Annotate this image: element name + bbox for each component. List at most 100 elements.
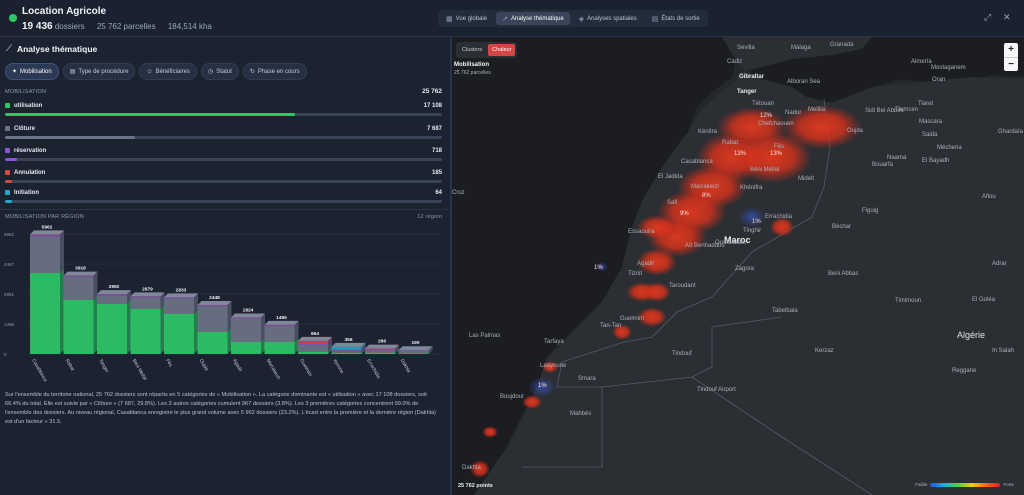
refresh-icon: ↻	[249, 69, 255, 75]
app-title: Location Agricole	[22, 6, 107, 17]
heat-toggle[interactable]: Chaleur	[488, 44, 516, 56]
place-label: Tiaret	[918, 101, 934, 107]
place-label: Cádiz	[727, 59, 743, 65]
place-label: Tinghir	[743, 228, 762, 234]
place-label: Naama	[887, 155, 907, 161]
divider	[0, 209, 450, 210]
header-stats: 19 436 dossiers 25 762 parcelles 184,514…	[22, 21, 212, 32]
bar-side	[60, 269, 64, 354]
pill-label: Bénéficiaires	[155, 68, 190, 75]
pill-label: Statut	[216, 68, 232, 75]
resize-handle[interactable]	[450, 37, 452, 495]
status-dot	[9, 14, 17, 22]
bar-side	[328, 338, 332, 345]
top-bar: Location Agricole 19 436 dossiers 25 762…	[0, 0, 1024, 37]
bar-segment	[164, 314, 194, 354]
tab-analyse-thematique[interactable]: ↗ Analyse thématique	[496, 12, 570, 25]
x-tick-label: Marrakech	[265, 358, 282, 381]
bar-side	[395, 344, 399, 350]
clusters-toggle[interactable]: Clusters	[462, 47, 483, 53]
bar-segment	[298, 340, 328, 343]
pill-beneficiaires[interactable]: ☺ Bénéficiaires	[139, 63, 197, 80]
zoom-out-button[interactable]: −	[1004, 57, 1018, 71]
bar-side	[127, 290, 131, 296]
map-view[interactable]: 12% 13% 13% 8% 9% 1% 1% 1% Maroc Algérie G…	[452, 37, 1024, 495]
place-label: Bouarfa	[872, 162, 894, 168]
parcelles-stat: 25 762 parcelles	[96, 22, 156, 31]
bar-side	[261, 313, 265, 318]
place-label: Aflou	[982, 194, 996, 200]
pill-phase[interactable]: ↻ Phase en cours	[242, 63, 307, 80]
scale-high: Forte	[1003, 482, 1014, 487]
place-label: Mascara	[919, 119, 943, 125]
bar-segment	[130, 296, 161, 298]
heat-label: 1%	[538, 383, 547, 389]
close-icon[interactable]: ✕	[1003, 12, 1011, 22]
category-bar-track	[5, 158, 442, 161]
bar-side	[428, 349, 433, 354]
bar-segment	[398, 351, 429, 354]
theme-pills: ✦ Mobilisation ▤ Type de procédure ☺ Bénéfi…	[5, 63, 307, 80]
pill-label: Type de procédure	[78, 68, 129, 75]
expand-icon[interactable]: ⤢	[984, 12, 992, 22]
bar-side	[361, 342, 366, 350]
map-legend-title: Mobilisation	[454, 62, 489, 68]
bar-top	[164, 293, 198, 298]
tab-etats-de-sortie[interactable]: ▤ États de sortie	[646, 12, 706, 25]
map-mode-toggle: Clusters Chaleur	[456, 42, 518, 58]
bar-segment	[30, 273, 60, 354]
heat-label: 1%	[594, 265, 603, 271]
pill-mobilisation[interactable]: ✦ Mobilisation	[5, 63, 59, 80]
main-tabs: ▦ Vue globale ↗ Analyse thématique ◈ Analys…	[438, 10, 708, 27]
heat-label: 8%	[702, 193, 711, 199]
category-swatch	[5, 126, 10, 131]
bar-top	[264, 320, 299, 325]
category-value: 185	[431, 169, 442, 176]
category-swatch	[5, 190, 10, 195]
category-value: 7 687	[426, 125, 442, 132]
bar-side	[194, 293, 198, 299]
place-label: Marrakech	[691, 184, 720, 190]
bar-side	[328, 348, 332, 354]
bar-side	[60, 230, 64, 235]
category-row[interactable]: Initiation 64	[5, 188, 442, 203]
pill-type-procedure[interactable]: ▤ Type de procédure	[62, 63, 136, 80]
bar-value-label: 2992	[109, 284, 120, 290]
bar-side	[294, 338, 299, 354]
category-row[interactable]: Clôture 7 687	[5, 124, 442, 139]
bar-segment	[97, 295, 127, 304]
category-value: 718	[431, 147, 442, 154]
bar-segment	[298, 344, 328, 352]
category-swatch	[5, 170, 10, 175]
category-row[interactable]: réservation 718	[5, 146, 442, 161]
tab-vue-globale[interactable]: ▦ Vue globale	[440, 12, 493, 25]
category-row[interactable]: Annulation 185	[5, 168, 442, 183]
category-row[interactable]: utilisation 17 108	[5, 101, 442, 116]
bar-top	[231, 313, 265, 318]
x-tick-label: Tanger	[97, 358, 110, 374]
place-label: Figuig	[862, 208, 879, 214]
place-label: Mécheria	[937, 145, 962, 151]
bar-segment	[264, 325, 295, 342]
bar-value-label: 190	[411, 340, 419, 346]
place-label: Tiznit	[628, 271, 643, 277]
pill-statut[interactable]: ◷ Statut	[200, 63, 239, 80]
user-icon: ☺	[146, 68, 153, 75]
tab-analyses-spatiales[interactable]: ◈ Analyses spatiales	[573, 12, 643, 25]
category-bar-fill	[5, 136, 136, 139]
pill-label: Mobilisation	[20, 68, 52, 75]
bar-side	[227, 301, 232, 307]
bar-side	[127, 290, 131, 295]
heat-label: 12%	[760, 113, 773, 119]
place-label: Béni Mellal	[750, 167, 780, 173]
x-tick-label: Fès	[164, 358, 173, 368]
bar-side	[160, 305, 165, 354]
zoom-in-button[interactable]: +	[1008, 44, 1014, 55]
bar-value-label: 1455	[276, 315, 287, 321]
y-tick-label: 4487	[4, 262, 15, 267]
place-label: Almería	[911, 59, 932, 65]
section-label: MOBILISATION	[5, 89, 47, 95]
bar-side	[127, 291, 131, 304]
bar-segment	[264, 325, 295, 326]
place-label: Maroc	[724, 235, 751, 245]
